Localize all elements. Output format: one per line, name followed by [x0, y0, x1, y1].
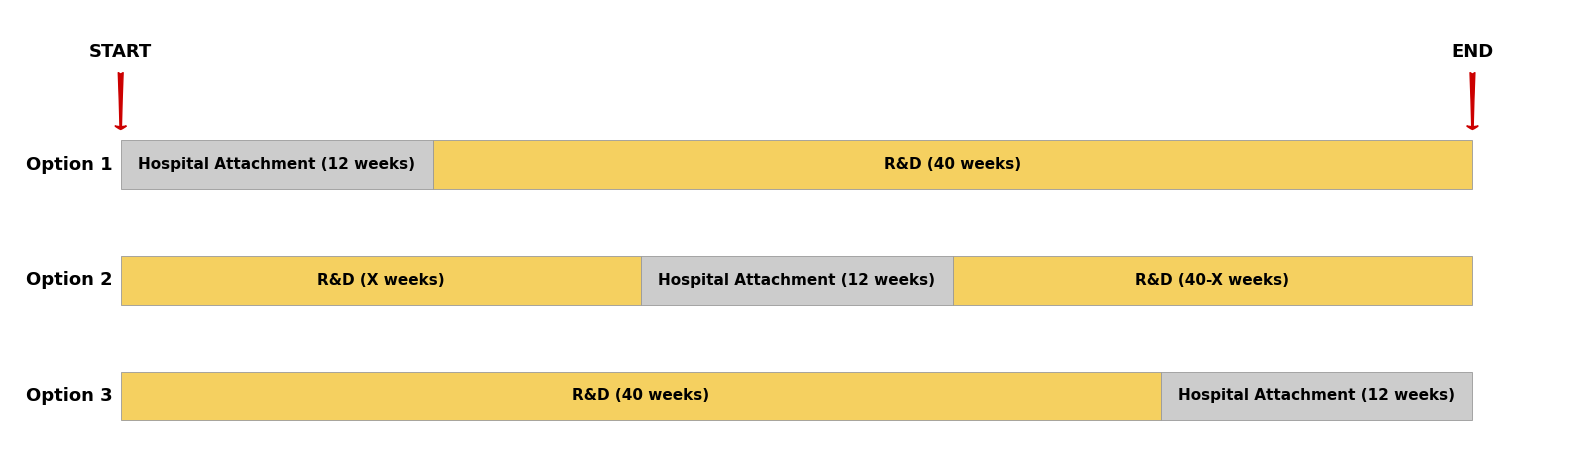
Text: Hospital Attachment (12 weeks): Hospital Attachment (12 weeks) [658, 273, 935, 288]
Bar [641, 256, 952, 305]
Text: Hospital Attachment (12 weeks): Hospital Attachment (12 weeks) [138, 157, 415, 172]
Bar [121, 372, 1161, 420]
Bar [432, 140, 1472, 189]
Text: START: START [89, 43, 153, 60]
Text: R&D (40 weeks): R&D (40 weeks) [884, 157, 1021, 172]
Bar [121, 140, 432, 189]
Text: Option 2: Option 2 [27, 271, 113, 289]
Text: Option 1: Option 1 [27, 156, 113, 174]
Text: END: END [1452, 43, 1493, 60]
Bar [121, 256, 641, 305]
Text: Option 3: Option 3 [27, 387, 113, 405]
Text: R&D (X weeks): R&D (X weeks) [316, 273, 445, 288]
Text: R&D (40 weeks): R&D (40 weeks) [572, 388, 709, 403]
Bar [952, 256, 1472, 305]
Text: Hospital Attachment (12 weeks): Hospital Attachment (12 weeks) [1178, 388, 1455, 403]
Bar [1161, 372, 1472, 420]
Text: R&D (40-X weeks): R&D (40-X weeks) [1135, 273, 1289, 288]
